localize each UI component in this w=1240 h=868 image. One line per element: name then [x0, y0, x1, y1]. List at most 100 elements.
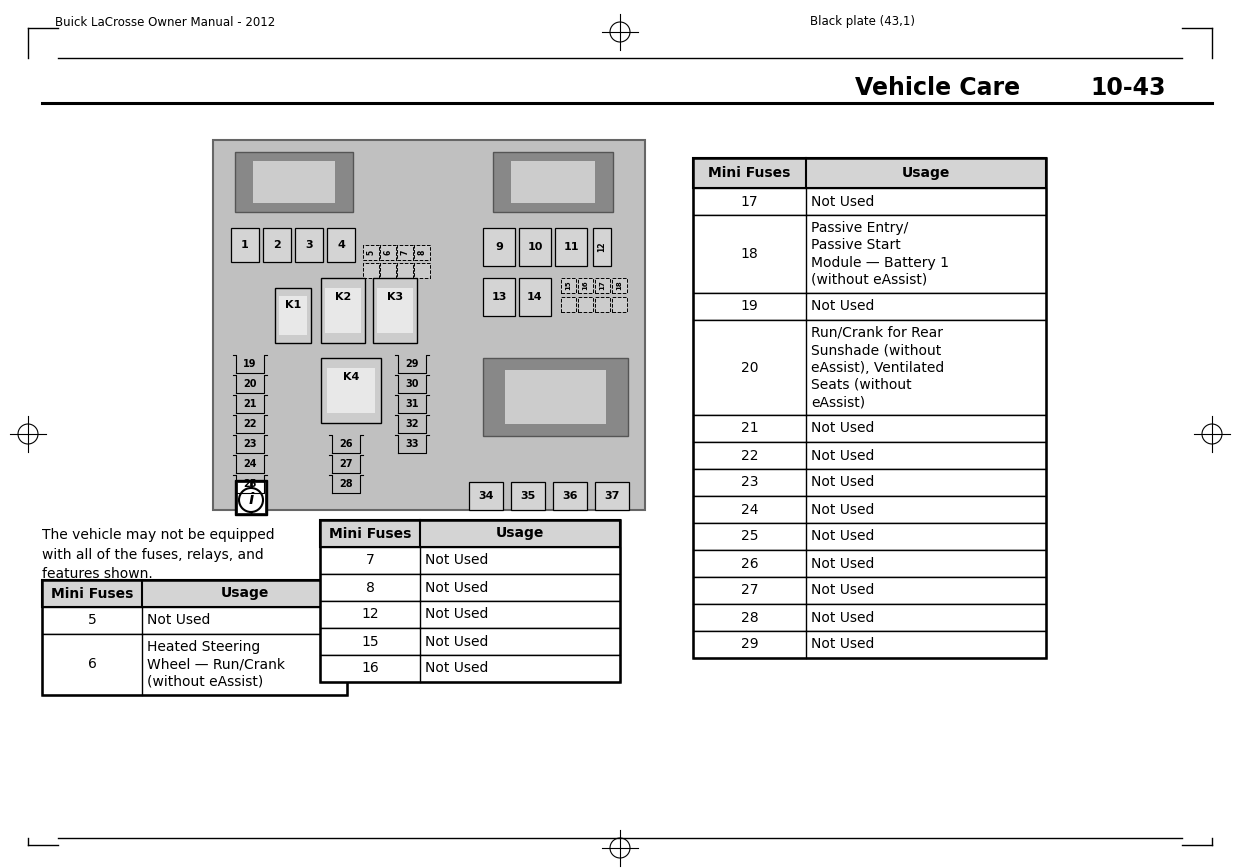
Bar: [693, 158, 1047, 188]
Bar: [578, 278, 593, 293]
Bar: [593, 228, 611, 266]
Text: 15: 15: [565, 280, 572, 290]
Text: Not Used: Not Used: [811, 476, 874, 490]
Text: Not Used: Not Used: [425, 608, 489, 621]
Bar: [320, 655, 620, 682]
Text: 20: 20: [740, 360, 758, 374]
Bar: [578, 297, 593, 312]
Bar: [511, 161, 595, 203]
Bar: [693, 550, 1047, 577]
Text: 13: 13: [491, 292, 507, 302]
Text: 14: 14: [527, 292, 543, 302]
Text: 33: 33: [405, 439, 419, 449]
Text: 5: 5: [367, 250, 376, 255]
Text: Usage: Usage: [221, 587, 269, 601]
Text: 16: 16: [361, 661, 379, 675]
Bar: [397, 245, 413, 260]
Text: i: i: [248, 492, 254, 508]
Bar: [320, 574, 620, 601]
Bar: [693, 604, 1047, 631]
Bar: [560, 297, 577, 312]
Text: Usage: Usage: [496, 527, 544, 541]
Text: 12: 12: [598, 242, 606, 253]
Text: Not Used: Not Used: [148, 614, 211, 628]
Bar: [693, 496, 1047, 523]
Text: Vehicle Care: Vehicle Care: [856, 76, 1021, 100]
Bar: [325, 288, 361, 333]
Bar: [231, 228, 259, 262]
Bar: [520, 228, 551, 266]
Bar: [595, 278, 610, 293]
Bar: [295, 228, 322, 262]
Text: Passive Entry/
Passive Start
Module — Battery 1
(without eAssist): Passive Entry/ Passive Start Module — Ba…: [811, 221, 949, 287]
Bar: [327, 368, 374, 413]
Bar: [237, 482, 250, 513]
Text: Buick LaCrosse Owner Manual - 2012: Buick LaCrosse Owner Manual - 2012: [55, 16, 275, 29]
Bar: [236, 152, 353, 212]
Text: 5: 5: [88, 614, 97, 628]
Bar: [275, 288, 311, 343]
Text: 18: 18: [616, 280, 622, 291]
Text: 23: 23: [243, 439, 257, 449]
Text: 6: 6: [383, 250, 393, 255]
Bar: [42, 580, 347, 607]
Bar: [484, 228, 515, 266]
Text: 3: 3: [305, 240, 312, 250]
Text: 30: 30: [405, 379, 419, 389]
Bar: [279, 296, 308, 335]
Text: Not Used: Not Used: [811, 422, 874, 436]
Text: Not Used: Not Used: [811, 556, 874, 570]
Text: 24: 24: [740, 503, 758, 516]
Bar: [213, 140, 645, 510]
Text: 21: 21: [243, 399, 257, 409]
Text: 12: 12: [361, 608, 378, 621]
Bar: [320, 547, 620, 574]
Text: 4: 4: [337, 240, 345, 250]
Bar: [321, 278, 365, 343]
Bar: [693, 523, 1047, 550]
Text: 7: 7: [401, 250, 409, 255]
Bar: [693, 158, 1047, 658]
Circle shape: [239, 488, 263, 512]
Text: Usage: Usage: [901, 166, 950, 180]
Text: 18: 18: [740, 247, 759, 261]
Bar: [377, 288, 413, 333]
Text: Heated Steering
Wheel — Run/Crank
(without eAssist): Heated Steering Wheel — Run/Crank (witho…: [148, 641, 285, 689]
Bar: [397, 263, 413, 278]
Text: 29: 29: [405, 359, 419, 369]
Bar: [693, 577, 1047, 604]
Text: Mini Fuses: Mini Fuses: [51, 587, 133, 601]
Bar: [520, 278, 551, 316]
Text: Not Used: Not Used: [811, 529, 874, 543]
Bar: [693, 215, 1047, 293]
Bar: [320, 628, 620, 655]
Text: 36: 36: [562, 491, 578, 501]
Bar: [252, 482, 265, 513]
Bar: [693, 469, 1047, 496]
Text: 24: 24: [243, 459, 257, 469]
Text: 10: 10: [527, 242, 543, 252]
Text: Mini Fuses: Mini Fuses: [329, 527, 412, 541]
Text: K4: K4: [342, 372, 360, 383]
Text: Not Used: Not Used: [811, 637, 874, 652]
Text: Not Used: Not Used: [811, 299, 874, 313]
Bar: [560, 278, 577, 293]
Bar: [505, 370, 606, 424]
Bar: [263, 228, 291, 262]
Text: 2: 2: [273, 240, 281, 250]
Text: K1: K1: [285, 299, 301, 310]
Bar: [556, 228, 587, 266]
Text: K3: K3: [387, 293, 403, 303]
Text: 25: 25: [243, 479, 257, 489]
Text: 22: 22: [243, 419, 257, 429]
Bar: [613, 278, 627, 293]
Bar: [494, 152, 613, 212]
Text: Run/Crank for Rear
Sunshade (without
eAssist), Ventilated
Seats (without
eAssist: Run/Crank for Rear Sunshade (without eAs…: [811, 326, 944, 409]
Text: 1: 1: [241, 240, 249, 250]
Text: Not Used: Not Used: [425, 554, 489, 568]
Bar: [42, 634, 347, 695]
Text: 26: 26: [740, 556, 759, 570]
Bar: [414, 245, 430, 260]
Text: 28: 28: [740, 610, 759, 624]
Bar: [693, 442, 1047, 469]
